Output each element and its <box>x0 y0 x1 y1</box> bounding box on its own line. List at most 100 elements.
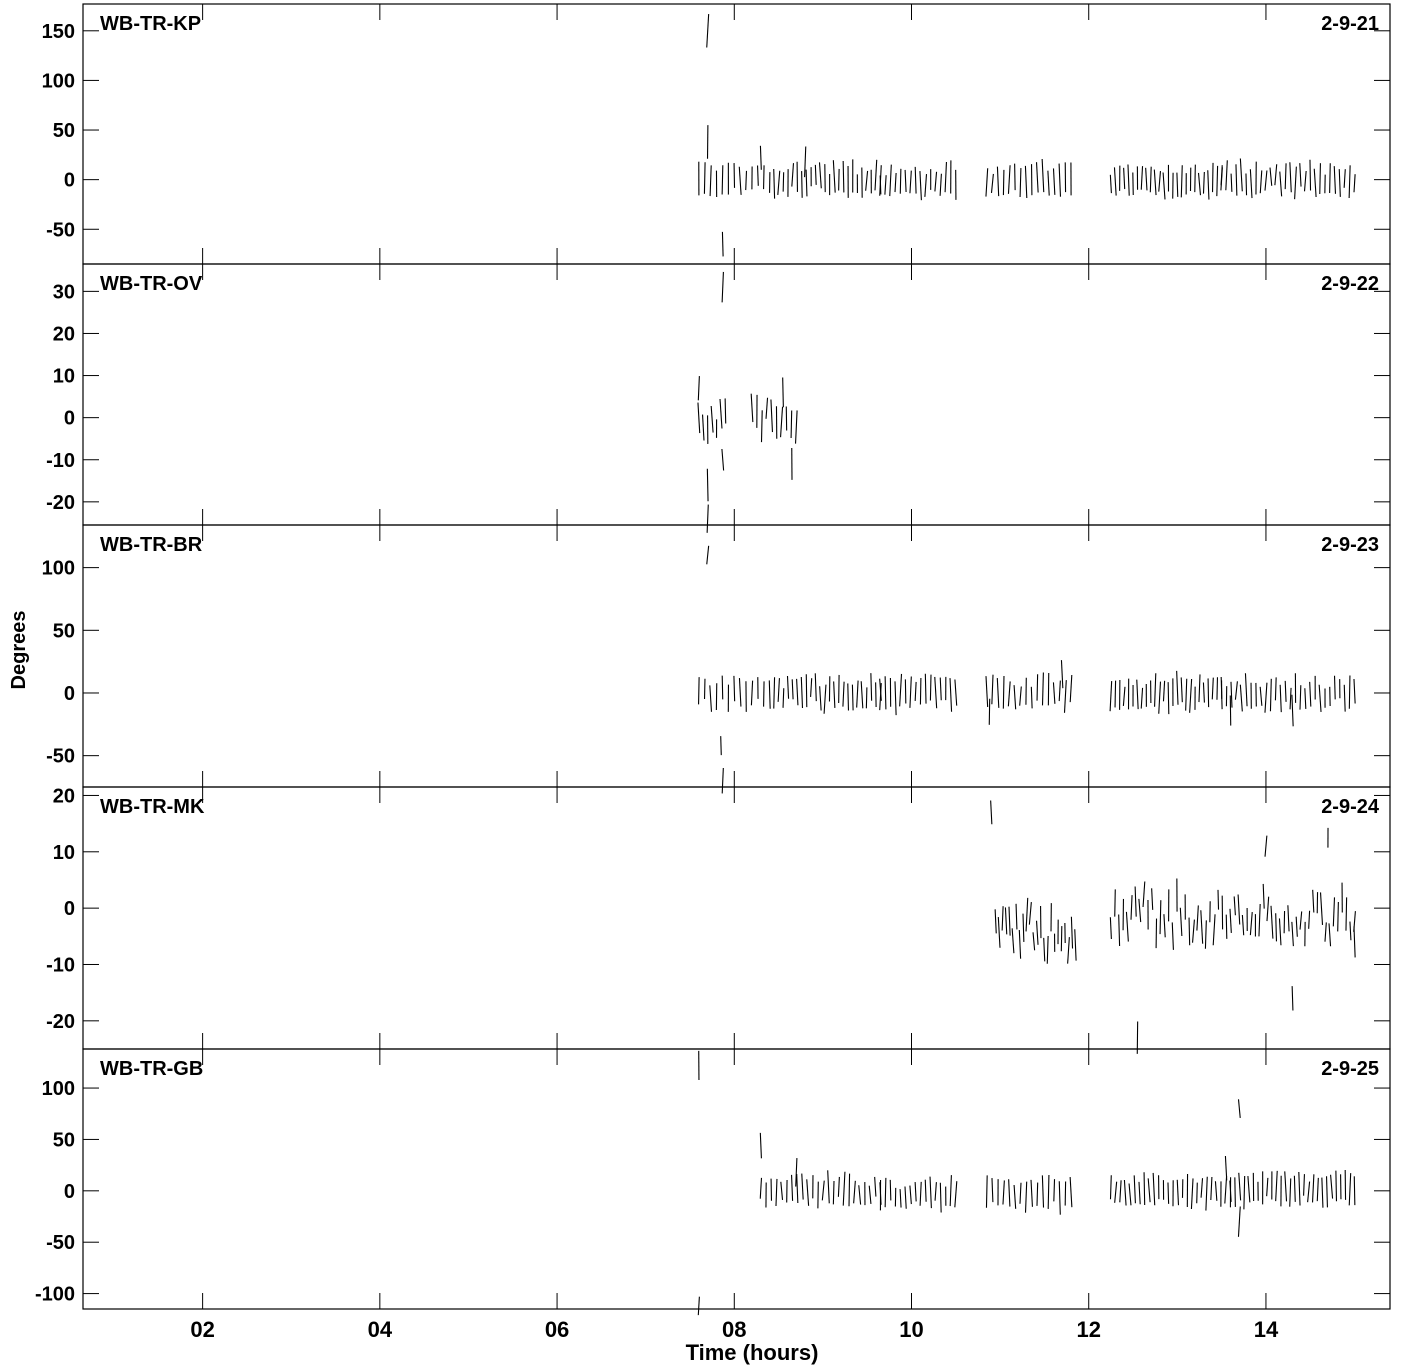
data-point <box>1220 165 1223 186</box>
x-tick-label: 10 <box>899 1317 923 1342</box>
data-point <box>1299 911 1303 930</box>
y-axis-label: Degrees <box>8 611 30 690</box>
y-tick-label: 30 <box>53 281 75 303</box>
outlier-point <box>706 545 710 565</box>
data-point <box>1007 681 1011 707</box>
data-point <box>1205 1176 1208 1211</box>
data-point <box>760 410 763 443</box>
data-point <box>1298 1171 1301 1206</box>
data-point <box>874 159 878 191</box>
y-tick-label: 0 <box>64 683 75 705</box>
data-point <box>702 414 705 441</box>
data-point <box>1309 681 1312 707</box>
data-point <box>1207 678 1210 708</box>
data-point <box>1307 1181 1311 1203</box>
outlier-point <box>720 736 722 756</box>
y-tick-label: 20 <box>53 323 75 345</box>
data-point <box>874 1176 877 1197</box>
data-point <box>1123 1179 1127 1206</box>
data-point <box>884 175 887 195</box>
data-point <box>786 675 790 699</box>
data-point <box>1162 172 1166 200</box>
data-point <box>1329 163 1331 193</box>
y-tick-label: -20 <box>46 492 75 514</box>
data-point <box>924 1179 927 1202</box>
data-point <box>1052 682 1056 704</box>
data-point <box>944 161 947 193</box>
data-point <box>1019 686 1022 706</box>
data-point <box>1052 168 1056 195</box>
data-point <box>1145 167 1148 191</box>
data-point <box>796 1174 799 1204</box>
data-point <box>801 171 803 198</box>
data-point <box>939 1182 942 1213</box>
data-point <box>1179 907 1183 937</box>
y-tick-label: 0 <box>64 1181 75 1203</box>
data-point <box>1303 170 1307 192</box>
data-point <box>1204 920 1207 949</box>
data-point <box>1289 162 1292 193</box>
outlier-point <box>1237 1206 1241 1237</box>
data-point <box>765 397 769 419</box>
data-point <box>996 166 1000 197</box>
data-point <box>879 683 882 711</box>
data-point <box>1224 1175 1228 1204</box>
outlier-point <box>706 14 710 48</box>
data-point <box>1316 1177 1319 1202</box>
data-point <box>858 1185 862 1205</box>
data-point <box>1313 168 1317 198</box>
data-point <box>1138 1181 1141 1205</box>
data-point <box>909 1185 912 1205</box>
panel-frame <box>82 263 1391 526</box>
data-point <box>1304 688 1307 709</box>
data-point <box>1019 168 1022 197</box>
data-point <box>856 680 859 708</box>
outlier-point <box>759 1132 762 1159</box>
data-point <box>773 168 776 199</box>
data-point <box>1230 173 1233 192</box>
data-point <box>934 1182 937 1201</box>
panel-code: 2-9-22 <box>1321 273 1379 295</box>
data-point <box>1133 1175 1136 1204</box>
data-point <box>899 1189 902 1208</box>
data-point <box>1190 1178 1194 1210</box>
y-tick-label: 100 <box>42 1078 75 1100</box>
y-tick-label: -50 <box>46 219 75 241</box>
data-point <box>821 1180 825 1201</box>
data-point <box>848 1173 851 1207</box>
data-point <box>865 170 869 191</box>
data-point <box>1109 917 1112 940</box>
data-point <box>929 1176 932 1209</box>
data-point <box>837 1176 840 1197</box>
data-point <box>1167 1182 1170 1204</box>
data-point <box>703 162 706 194</box>
data-point <box>1274 164 1278 186</box>
data-point <box>894 172 897 193</box>
data-point <box>1008 1179 1011 1207</box>
data-point <box>780 1181 784 1200</box>
data-point <box>1234 1177 1236 1207</box>
data-point <box>1113 167 1117 196</box>
data-point <box>818 162 822 189</box>
data-point <box>745 170 748 191</box>
data-point <box>1266 896 1270 922</box>
data-point <box>851 684 854 711</box>
data-point <box>1013 1184 1017 1209</box>
data-point <box>991 674 994 705</box>
data-point <box>1299 163 1302 187</box>
data-point <box>899 673 903 707</box>
data-point <box>782 688 785 708</box>
data-point <box>1318 684 1322 712</box>
data-point <box>1058 163 1062 197</box>
y-tick-label: -100 <box>35 1284 75 1306</box>
x-tick-label: 08 <box>722 1317 746 1342</box>
data-point <box>909 676 912 708</box>
outlier-point <box>1060 660 1064 689</box>
data-point <box>1216 165 1219 197</box>
panel-2: 30 20 10 0 -10 -20 WB-TR-OV 2-9-22 <box>46 263 1391 533</box>
data-point <box>1295 916 1298 937</box>
data-point <box>1259 686 1263 706</box>
data-point <box>1047 1174 1050 1209</box>
y-tick-label: 50 <box>53 1129 75 1151</box>
data-point <box>1237 894 1241 925</box>
